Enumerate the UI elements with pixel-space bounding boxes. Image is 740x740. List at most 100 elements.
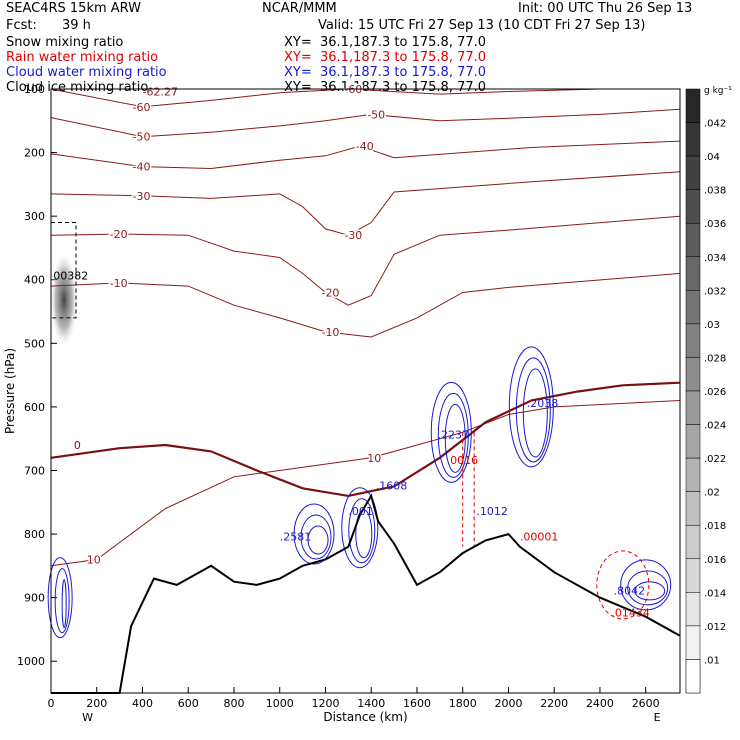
cloud-water-contour	[620, 559, 672, 611]
maximum-label: .1012	[476, 505, 508, 518]
cloud-water-contour	[627, 570, 669, 606]
colorbar-swatch	[685, 625, 701, 660]
contour-label: -40	[132, 161, 150, 174]
maximum-label: .8042	[614, 584, 646, 597]
colorbar-label: .036	[704, 219, 726, 230]
y-tick-label: 1000	[17, 655, 45, 668]
colorbar-swatch	[685, 155, 701, 190]
cloud-water-contour	[307, 525, 329, 555]
contour-label: -50	[367, 108, 385, 121]
colorbar-label: .018	[704, 521, 726, 532]
colorbar-swatch	[685, 189, 701, 224]
freezing-level-label: 0	[74, 439, 81, 452]
maximum-label: .2038	[527, 397, 559, 410]
contour-label: -10	[110, 277, 128, 290]
temperature-contour	[50, 171, 681, 236]
x-tick-label: 2000	[494, 697, 522, 710]
x-tick-label: 2400	[586, 697, 614, 710]
x-tick-label: 1600	[403, 697, 431, 710]
temperature-contour	[50, 215, 681, 306]
x-tick-label: 600	[178, 697, 199, 710]
contour-label: 10	[367, 452, 381, 465]
colorbar-swatch	[685, 222, 701, 258]
cloud-water-contour	[515, 357, 551, 463]
colorbar-swatch	[685, 457, 701, 492]
center-name: NCAR/MMM	[262, 1, 337, 16]
colorbar-swatch	[685, 390, 701, 425]
field-name-cloud-water: Cloud water mixing ratio	[6, 65, 167, 80]
freezing-level-contour	[50, 381, 681, 498]
colorbar-label: .02	[704, 488, 720, 499]
cloud-water-contour	[508, 346, 554, 468]
x-tick-label: 200	[86, 697, 107, 710]
cloud-water-contour	[54, 568, 70, 634]
colorbar-label: .016	[704, 555, 726, 566]
maximum-label: 00382	[53, 270, 88, 283]
valid-time: Valid: 15 UTC Fri 27 Sep 13 (10 CDT Fri …	[318, 18, 646, 33]
field-xy-snow: XY= 36.1,187.3 to 175.8, 77.0	[284, 35, 487, 50]
colorbar-swatch	[685, 659, 701, 694]
colorbar-label: .026	[704, 387, 726, 398]
contour-label: 10	[87, 553, 101, 566]
temperature-contour	[50, 400, 681, 567]
model-title: SEAC4RS 15km ARW	[6, 1, 142, 16]
contour-label: -30	[132, 190, 150, 203]
y-tick-label: 400	[24, 274, 45, 287]
contour-label: -10	[321, 326, 339, 339]
field-xy-rain: XY= 36.1,187.3 to 175.8, 77.0	[284, 50, 487, 65]
maximum-label: .2581	[280, 530, 312, 543]
contour-label: -30	[344, 229, 362, 242]
x-tick-label: 800	[223, 697, 244, 710]
colorbar-swatch	[685, 424, 701, 459]
colorbar-label: .03	[704, 320, 720, 331]
field-xy-cloud-water: XY= 36.1,187.3 to 175.8, 77.0	[284, 65, 487, 80]
cloud-water-contour	[293, 503, 335, 565]
contour-label: -20	[110, 228, 128, 241]
field-xy-cloud-ice: XY= 36.1,187.3 to 175.8, 77.0	[284, 80, 487, 95]
x-tick-label: 400	[132, 697, 153, 710]
colorbar-swatch	[685, 256, 701, 291]
colorbar-swatch	[685, 88, 701, 123]
west-label: W	[82, 711, 93, 724]
contour-label: -50	[132, 131, 150, 144]
cloud-water-contour	[348, 498, 376, 564]
x-tick-label: 1800	[449, 697, 477, 710]
colorbar-label: .042	[704, 119, 726, 130]
temperature-contour	[50, 140, 681, 170]
cloud-water-contour	[444, 403, 466, 473]
colorbar-swatch	[685, 290, 701, 325]
field-name-rain: Rain water mixing ratio	[6, 50, 159, 65]
cloud-ice-shading	[50, 252, 78, 348]
contour-label: -40	[356, 140, 374, 153]
colorbar-label: .01	[704, 655, 720, 666]
colorbar-label: .032	[704, 286, 726, 297]
maximum-label: .001	[348, 505, 373, 518]
y-tick-label: 800	[24, 528, 45, 541]
colorbar-swatch	[685, 524, 701, 560]
colorbar-swatch	[685, 323, 701, 358]
colorbar-swatch	[685, 122, 701, 157]
x-tick-label: 0	[48, 697, 55, 710]
colorbar-swatch	[685, 592, 701, 627]
cloud-water-contour	[300, 514, 332, 560]
temperature-contour	[50, 108, 681, 138]
maximum-label: .2237	[438, 429, 470, 442]
cloud-water-contour	[341, 487, 379, 569]
terrain-profile	[51, 493, 681, 694]
colorbar-unit: g kg⁻¹	[704, 86, 732, 96]
colorbar-label: .022	[704, 454, 726, 465]
contour-label: -60	[132, 101, 150, 114]
colorbar-swatch	[685, 558, 701, 593]
colorbar-label: .024	[704, 421, 726, 432]
maximum-label: .00001	[520, 530, 559, 543]
init-time: Init: 00 UTC Thu 26 Sep 13	[518, 1, 693, 16]
colorbar-label: .034	[704, 253, 726, 264]
cloud-water-contour	[430, 381, 472, 483]
plot-frame	[50, 88, 681, 694]
colorbar-label: .014	[704, 588, 726, 599]
field-name-cloud-ice: Cloud ice mixing ratio	[6, 80, 149, 95]
colorbar-label: .012	[704, 622, 726, 633]
cloud-water-contour	[61, 579, 67, 629]
maximum-label: .1608	[376, 480, 408, 493]
cloud-water-contour	[634, 581, 666, 601]
